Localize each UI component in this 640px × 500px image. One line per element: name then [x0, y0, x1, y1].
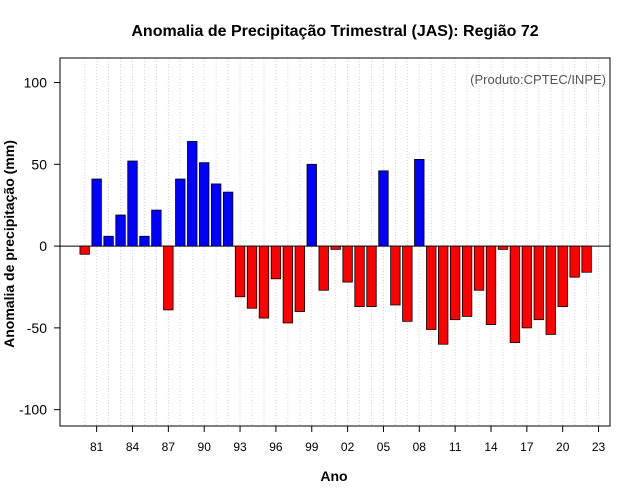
bar-2012	[461, 245, 473, 317]
bar-2006	[390, 245, 401, 306]
bar-2022	[581, 245, 592, 273]
y-tick-label: 0	[39, 238, 47, 254]
bar-1983	[115, 214, 126, 247]
plot-frame	[59, 57, 611, 427]
bar-2004	[366, 245, 377, 308]
bar-1984	[127, 160, 138, 247]
y-tick-label: -50	[27, 320, 47, 336]
bar-1995	[258, 245, 270, 319]
bar-2016	[509, 245, 521, 343]
bar-1986	[151, 209, 162, 247]
bar-1997	[282, 245, 294, 324]
bar-1991	[210, 183, 222, 247]
y-axis: -100 -50 0 50 100	[19, 75, 60, 418]
y-axis-title: Anomalia de precipitação (mm)	[1, 140, 17, 348]
bar-1992	[222, 191, 234, 247]
x-tick-label: 11	[449, 440, 462, 454]
bar-1988	[175, 178, 186, 247]
x-axis-title: Ano	[320, 468, 347, 484]
x-axis: 81 84 87 90 93 96 99 02 05 08 11 14 17 20 23	[90, 426, 606, 454]
x-tick-label: 20	[556, 440, 570, 454]
x-tick-label: 23	[592, 440, 606, 454]
bar-2013	[473, 245, 485, 291]
x-tick-label: 84	[126, 440, 140, 454]
source-annotation: (Produto:CPTEC/INPE)	[470, 72, 606, 87]
y-tick-label: 100	[24, 75, 48, 91]
bar-1982	[103, 235, 114, 247]
bar-2002	[342, 245, 353, 283]
x-tick-label: 81	[90, 440, 104, 454]
x-tick-label: 17	[520, 440, 534, 454]
x-tick-label: 90	[198, 440, 212, 454]
x-tick-label: 96	[269, 440, 283, 454]
y-tick-label: 50	[31, 156, 47, 172]
bar-1998	[294, 245, 305, 312]
bar-2015	[497, 245, 509, 250]
x-tick-label: 02	[341, 440, 355, 454]
bar-1994	[246, 245, 258, 309]
bar-2020	[557, 245, 568, 308]
bar-1980	[79, 245, 90, 255]
x-tick-label: 14	[484, 440, 498, 454]
y-tick-label: -100	[19, 402, 47, 418]
bar-1987	[163, 245, 174, 311]
bar-2009	[426, 245, 437, 330]
bar-1996	[270, 245, 282, 280]
bar-1993	[234, 245, 246, 298]
chart-title: Anomalia de Precipitação Trimestral (JAS…	[131, 23, 538, 40]
x-tick-label: 05	[377, 440, 391, 454]
bar-1989	[187, 141, 198, 247]
bar-2011	[449, 245, 461, 321]
bar-2010	[438, 245, 449, 345]
x-tick-label: 87	[162, 440, 176, 454]
bar-2003	[354, 245, 365, 308]
bar-2018	[533, 245, 544, 321]
bar-2005	[378, 170, 389, 247]
bar-2001	[330, 245, 341, 250]
bar-1999	[306, 163, 317, 247]
bar-2007	[402, 245, 413, 322]
grid	[84, 58, 600, 426]
x-tick-label: 99	[305, 440, 319, 454]
x-tick-label: 08	[413, 440, 427, 454]
bar-2019	[545, 245, 556, 335]
bar-2008	[414, 159, 425, 247]
bar-1981	[91, 178, 102, 247]
bar-1990	[199, 162, 210, 247]
bar-2014	[485, 245, 497, 325]
bar-2021	[569, 245, 580, 278]
bars	[79, 141, 592, 345]
x-tick-label: 93	[233, 440, 247, 454]
bar-1985	[139, 235, 150, 247]
bar-2000	[318, 245, 329, 291]
bar-2017	[521, 245, 532, 329]
